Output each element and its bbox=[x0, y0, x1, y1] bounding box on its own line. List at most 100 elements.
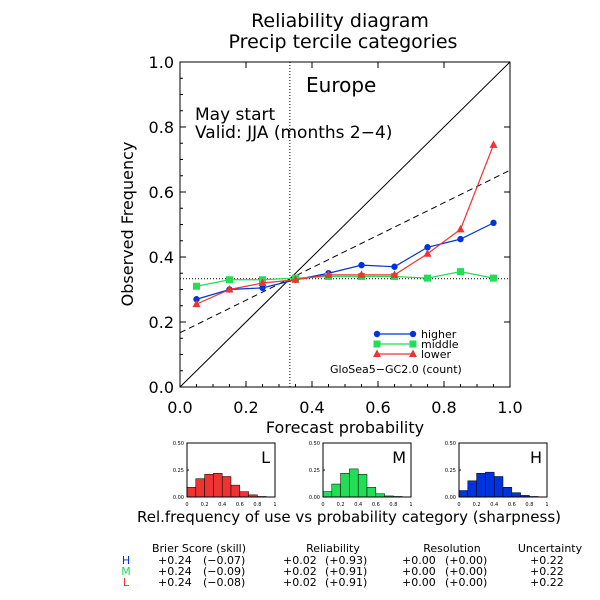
sharpness-bar bbox=[458, 490, 469, 498]
point-lower bbox=[324, 270, 333, 278]
point-higher bbox=[193, 296, 200, 303]
resolution-value: +0.00 bbox=[402, 576, 436, 589]
brier-value: +0.24 bbox=[158, 576, 192, 589]
sharpness-x-tick-label: 0.4 bbox=[218, 502, 226, 508]
sharpness-y-tick-label: 0.50 bbox=[173, 441, 184, 447]
start-label: May start bbox=[195, 105, 275, 125]
sharpness-bar bbox=[357, 474, 368, 498]
reliability-skill: (+0.93) bbox=[325, 554, 367, 567]
sharpness-bar bbox=[322, 491, 333, 498]
x-tick-label: 0.6 bbox=[365, 398, 390, 417]
point-higher bbox=[490, 219, 497, 227]
sharpness-panel-M: M 0.50 0.25 0.000 0.2 0.4 0.6 0.8 1 bbox=[309, 441, 413, 508]
y-tick-label: 1.0 bbox=[149, 53, 174, 72]
score-row-L: L +0.24 (−0.08) +0.02 (+0.91) +0.00 (+0.00) +0.… bbox=[123, 576, 564, 589]
series-line-higher bbox=[196, 222, 494, 300]
score-header-uncertainty: Uncertainty bbox=[518, 542, 583, 555]
point-lower bbox=[390, 270, 399, 278]
y-axis-label: Observed Frequency bbox=[118, 142, 137, 307]
sharpness-bar bbox=[230, 484, 241, 498]
sharpness-bar bbox=[213, 472, 223, 498]
y-tick-label: 0.8 bbox=[149, 118, 174, 137]
point-lower bbox=[357, 270, 366, 278]
legend-label-middle: middle bbox=[421, 338, 459, 351]
legend-marker-middle bbox=[409, 340, 417, 348]
sharpness-bar bbox=[221, 476, 232, 498]
brier-skill: (−0.09) bbox=[203, 565, 245, 578]
reliability-value: +0.02 bbox=[283, 565, 317, 578]
sharpness-panel-label: H bbox=[530, 448, 542, 467]
legend-marker-higher bbox=[373, 330, 381, 338]
resolution-skill: (+0.00) bbox=[445, 554, 487, 567]
sharpness-bar bbox=[502, 487, 513, 498]
brier-skill: (−0.08) bbox=[203, 576, 245, 589]
point-lower bbox=[192, 299, 201, 308]
title-line-1: Reliability diagram bbox=[251, 10, 429, 32]
point-middle bbox=[490, 274, 497, 282]
legend-marker-middle bbox=[373, 340, 381, 348]
sharpness-x-tick-label: 0.4 bbox=[354, 502, 362, 508]
reliability-skill: (+0.91) bbox=[325, 576, 367, 589]
region-label: Europe bbox=[306, 73, 376, 97]
sharpness-caption: Rel.frequency of use vs probability cate… bbox=[137, 508, 561, 526]
resolution-value: +0.00 bbox=[402, 565, 436, 578]
sharpness-bar bbox=[493, 476, 504, 498]
sharpness-bar bbox=[204, 474, 214, 498]
sharpness-x-tick-label: 0.6 bbox=[508, 502, 516, 508]
legend-marker-higher bbox=[409, 330, 417, 338]
point-lower bbox=[456, 224, 465, 233]
score-table: Brier Score (skill) Reliability Resoluti… bbox=[121, 542, 582, 589]
legend-label-higher: higher bbox=[421, 328, 457, 341]
brier-value: +0.24 bbox=[158, 554, 192, 567]
y-tick-label: 0.0 bbox=[149, 378, 174, 397]
score-header-brier: Brier Score (skill) bbox=[152, 542, 246, 555]
sharpness-bar bbox=[511, 492, 521, 498]
legend-label-lower: lower bbox=[421, 348, 452, 361]
x-tick-label: 0.8 bbox=[431, 398, 456, 417]
brier-skill: (−0.07) bbox=[203, 554, 245, 567]
reliability-skill: (+0.91) bbox=[325, 565, 367, 578]
sharpness-x-tick-label: 0.2 bbox=[473, 502, 481, 508]
series-line-middle bbox=[196, 271, 494, 287]
score-header-resolution: Resolution bbox=[423, 542, 481, 555]
y-tick-label: 0.2 bbox=[149, 313, 174, 332]
uncertainty-value: +0.22 bbox=[530, 565, 564, 578]
point-higher bbox=[259, 284, 266, 292]
sharpness-bar bbox=[349, 468, 359, 498]
sharpness-y-tick-label: 0.50 bbox=[445, 441, 456, 447]
brier-value: +0.24 bbox=[158, 565, 192, 578]
legend-title: GloSea5−GC2.0 (count) bbox=[330, 363, 462, 376]
point-higher bbox=[391, 263, 398, 270]
sharpness-panel-L: L 0.50 0.25 0.000 0.2 0.4 0.6 0.8 1 bbox=[173, 441, 277, 508]
x-tick-label: 0.2 bbox=[233, 398, 258, 417]
legend-marker-lower bbox=[409, 349, 417, 357]
sharpness-bar bbox=[485, 471, 495, 498]
sharpness-x-tick-label: 0.6 bbox=[236, 502, 244, 508]
sharpness-x-tick-label: 1 bbox=[545, 502, 548, 508]
sharpness-bar bbox=[476, 472, 486, 498]
point-higher bbox=[424, 244, 431, 251]
score-row-H: H +0.24 (−0.07) +0.02 (+0.93) +0.00 (+0.00) +0.… bbox=[122, 554, 564, 567]
sharpness-bar bbox=[467, 480, 477, 498]
sharpness-x-tick-label: 0.2 bbox=[201, 502, 209, 508]
x-tick-label: 0.4 bbox=[299, 398, 324, 417]
no-skill-line bbox=[179, 169, 511, 334]
point-lower bbox=[225, 285, 234, 293]
point-lower bbox=[291, 275, 300, 283]
legend-marker-lower bbox=[373, 349, 381, 357]
x-tick-label: 1.0 bbox=[497, 398, 522, 417]
sharpness-x-tick-label: 0 bbox=[185, 502, 188, 508]
reliability-value: +0.02 bbox=[283, 576, 317, 589]
x-axis-label: Forecast probability bbox=[266, 418, 424, 437]
sharpness-x-tick-label: 1 bbox=[273, 502, 276, 508]
point-middle bbox=[193, 282, 200, 290]
sharpness-x-tick-label: 1 bbox=[409, 502, 412, 508]
resolution-skill: (+0.00) bbox=[445, 576, 487, 589]
title-line-2: Precip tercile categories bbox=[229, 31, 458, 53]
sharpness-y-tick-label: 0.25 bbox=[445, 468, 456, 474]
point-middle bbox=[226, 276, 233, 284]
sharpness-bar bbox=[366, 487, 377, 498]
series-line-lower bbox=[196, 144, 495, 305]
sharpness-x-tick-label: 0.8 bbox=[253, 502, 261, 508]
